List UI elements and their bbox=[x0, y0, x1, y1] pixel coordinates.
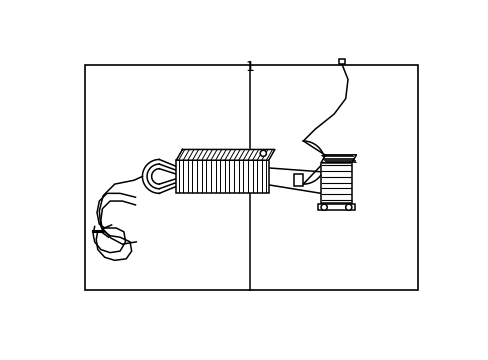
Bar bbox=[317, 204, 354, 210]
Bar bbox=[176, 160, 268, 193]
Text: 1: 1 bbox=[245, 60, 254, 74]
Circle shape bbox=[345, 204, 351, 210]
Bar bbox=[85, 65, 417, 289]
Polygon shape bbox=[321, 155, 356, 163]
Circle shape bbox=[260, 150, 266, 156]
Bar bbox=[321, 163, 351, 203]
Bar bbox=[338, 59, 344, 64]
Circle shape bbox=[321, 204, 326, 210]
Polygon shape bbox=[176, 149, 274, 160]
Bar bbox=[293, 174, 303, 186]
